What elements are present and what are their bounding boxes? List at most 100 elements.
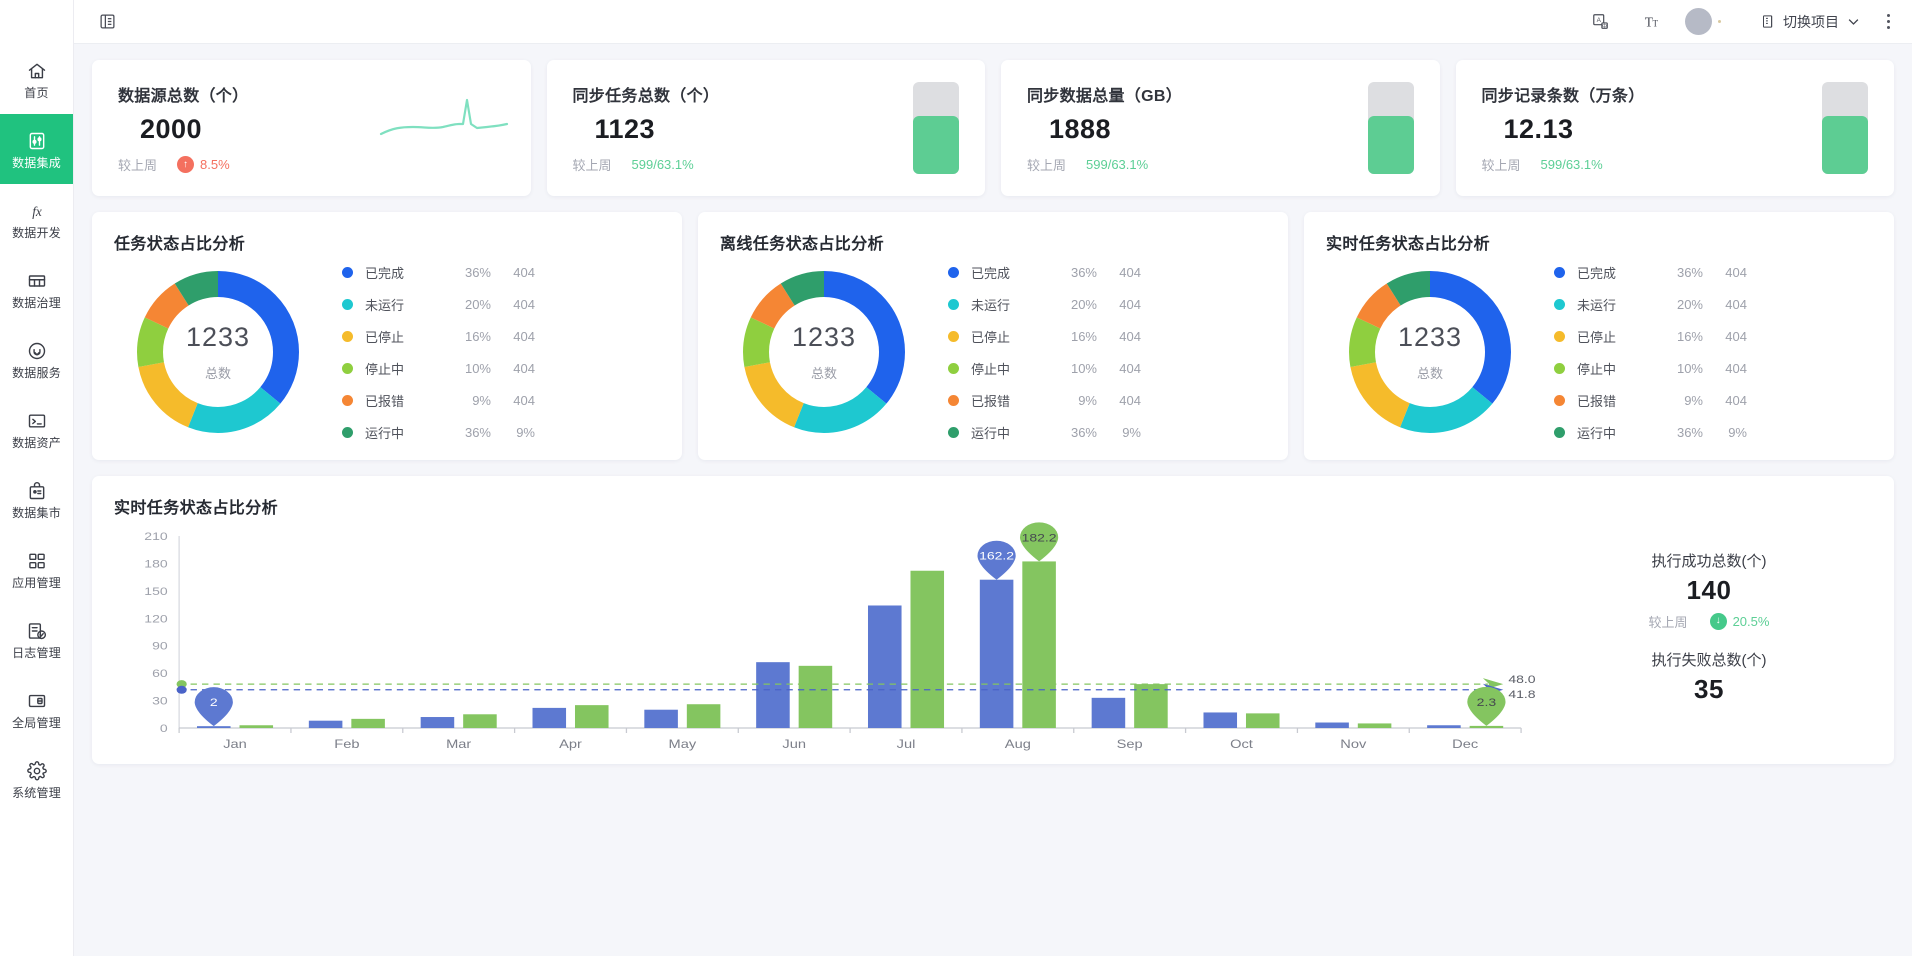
legend-percent: 9% bbox=[1684, 392, 1703, 408]
donut-legend: 已完成 36% 404 未运行 20% 404 已停止 16% 404 停止中 10% 404 已报错 9… bbox=[308, 256, 662, 448]
sidebar-item-7[interactable]: 应用管理 bbox=[0, 534, 73, 604]
language-translate-icon[interactable]: A 中 bbox=[1585, 7, 1615, 37]
legend-row[interactable]: 停止中 10% 404 bbox=[948, 352, 1264, 384]
legend-row[interactable]: 运行中 36% 9% bbox=[1554, 416, 1870, 448]
legend-color-dot bbox=[342, 362, 353, 374]
legend-count: 404 bbox=[1119, 360, 1141, 376]
sidebar-item-4[interactable]: 数据服务 bbox=[0, 324, 73, 394]
legend-percent: 10% bbox=[1676, 360, 1703, 376]
legend-row[interactable]: 已停止 16% 404 bbox=[1554, 320, 1870, 352]
bar-blue bbox=[308, 720, 343, 728]
bar-chart-card: 实时任务状态占比分析 0 30 60 90 120 150 180 210 Jan Feb Mar A… bbox=[92, 476, 1894, 764]
bar-blue bbox=[1427, 725, 1461, 728]
dashboard-content: 数据源总数（个） 2000 较上周 ↑ 8.5% 同步任务总数（个） 1123 较上周 599/… bbox=[74, 44, 1912, 956]
legend-count: 404 bbox=[1725, 296, 1747, 312]
legend-count: 404 bbox=[1119, 264, 1141, 280]
stat-delta: ↓ 20.5% bbox=[1709, 612, 1769, 630]
project-switcher[interactable]: 切换项目 bbox=[1761, 12, 1861, 32]
sidebar-item-label: 日志管理 bbox=[12, 645, 61, 660]
sidebar-item-8[interactable]: 日志管理 bbox=[0, 604, 73, 674]
legend-row[interactable]: 运行中 36% 9% bbox=[342, 416, 658, 448]
legend-color-dot bbox=[1554, 330, 1565, 342]
avatar[interactable] bbox=[1685, 8, 1712, 35]
bar-green bbox=[1022, 561, 1056, 728]
legend-row[interactable]: 停止中 10% 404 bbox=[342, 352, 658, 384]
legend-row[interactable]: 已报错 9% 404 bbox=[948, 384, 1264, 416]
bar-chart-title: 实时任务状态占比分析 bbox=[114, 500, 279, 517]
bar-green bbox=[574, 705, 609, 728]
legend-row[interactable]: 运行中 36% 9% bbox=[948, 416, 1264, 448]
sidebar-item-0[interactable]: 首页 bbox=[0, 44, 73, 114]
stat-title: 执行失败总数(个) bbox=[1651, 651, 1767, 669]
legend-row[interactable]: 未运行 20% 404 bbox=[342, 288, 658, 320]
svg-text:41.8: 41.8 bbox=[1508, 688, 1535, 700]
legend-count: 404 bbox=[1725, 264, 1747, 280]
donut-legend: 已完成 36% 404 未运行 20% 404 已停止 16% 404 停止中 10% 404 已报错 9… bbox=[1520, 256, 1874, 448]
sidebar-item-label: 系统管理 bbox=[12, 785, 61, 800]
svg-text:Oct: Oct bbox=[1230, 738, 1253, 751]
sidebar-item-5[interactable]: 数据资产 bbox=[0, 394, 73, 464]
legend-row[interactable]: 未运行 20% 404 bbox=[1554, 288, 1870, 320]
svg-text:Nov: Nov bbox=[1340, 738, 1366, 751]
svg-text:T: T bbox=[1644, 14, 1652, 29]
donut-card-row: 任务状态占比分析 1233 总数 已完成 36% 404 未运行 20% 404 已停止 16% 40… bbox=[92, 212, 1894, 460]
legend-label: 已完成 bbox=[365, 265, 405, 281]
bar-green bbox=[686, 704, 721, 728]
bar-green bbox=[1245, 713, 1280, 728]
legend-color-dot bbox=[948, 426, 959, 438]
legend-row[interactable]: 未运行 20% 404 bbox=[948, 288, 1264, 320]
gear-icon bbox=[26, 760, 48, 782]
svg-text:中: 中 bbox=[1602, 22, 1607, 29]
legend-row[interactable]: 已完成 36% 404 bbox=[1554, 256, 1870, 288]
sidebar-item-6[interactable]: 数据集市 bbox=[0, 464, 73, 534]
font-size-icon[interactable]: T T bbox=[1637, 7, 1667, 37]
legend-row[interactable]: 已完成 36% 404 bbox=[342, 256, 658, 288]
svg-text:Sep: Sep bbox=[1117, 738, 1143, 751]
donut-segment bbox=[1349, 271, 1511, 433]
donut-total-value: 1233 bbox=[1397, 322, 1463, 352]
legend-row[interactable]: 停止中 10% 404 bbox=[1554, 352, 1870, 384]
sidebar-item-10[interactable]: 系统管理 bbox=[0, 744, 73, 814]
kpi-title: 数据源总数（个） bbox=[118, 88, 249, 105]
svg-text:90: 90 bbox=[152, 640, 168, 652]
legend-count: 404 bbox=[1119, 392, 1141, 408]
legend-color-dot bbox=[948, 330, 959, 342]
legend-label: 运行中 bbox=[971, 425, 1011, 441]
svg-text:182.2: 182.2 bbox=[1022, 532, 1057, 544]
sidebar-item-9[interactable]: 全局管理 bbox=[0, 674, 73, 744]
stat-compare-label: 较上周 bbox=[1648, 614, 1688, 630]
legend-percent: 16% bbox=[464, 328, 491, 344]
project-switcher-label: 切换项目 bbox=[1783, 13, 1839, 30]
svg-text:May: May bbox=[669, 738, 697, 751]
sidebar-item-label: 数据服务 bbox=[12, 365, 61, 380]
legend-percent: 20% bbox=[1676, 296, 1703, 312]
kpi-title: 同步数据总量（GB） bbox=[1027, 88, 1183, 105]
legend-row[interactable]: 已完成 36% 404 bbox=[948, 256, 1264, 288]
kebab-more-icon[interactable] bbox=[1887, 14, 1890, 29]
legend-count: 404 bbox=[1725, 328, 1747, 344]
legend-count: 9% bbox=[516, 424, 535, 440]
legend-row[interactable]: 已报错 9% 404 bbox=[1554, 384, 1870, 416]
legend-row[interactable]: 已报错 9% 404 bbox=[342, 384, 658, 416]
sidebar-item-label: 首页 bbox=[24, 85, 49, 100]
legend-count: 9% bbox=[1728, 424, 1747, 440]
donut-segment bbox=[743, 271, 905, 433]
kpi-compare-label: 较上周 bbox=[1027, 158, 1067, 173]
legend-label: 运行中 bbox=[365, 425, 405, 441]
sidebar-item-3[interactable]: 数据治理 bbox=[0, 254, 73, 324]
menu-collapse-icon[interactable] bbox=[92, 7, 122, 37]
legend-label: 未运行 bbox=[365, 297, 405, 313]
donut-total-label: 总数 bbox=[810, 366, 837, 381]
svg-text:30: 30 bbox=[152, 695, 168, 707]
grid-table-icon bbox=[26, 270, 48, 292]
sidebar-item-1[interactable]: 数据集成 bbox=[0, 114, 73, 184]
sidebar-item-2[interactable]: fx 数据开发 bbox=[0, 184, 73, 254]
svg-text:162.2: 162.2 bbox=[979, 550, 1014, 562]
bar-green bbox=[351, 718, 385, 728]
legend-row[interactable]: 已停止 16% 404 bbox=[948, 320, 1264, 352]
svg-text:Mar: Mar bbox=[446, 738, 472, 751]
battery-gauge bbox=[913, 82, 959, 174]
svg-text:Jan: Jan bbox=[223, 738, 247, 751]
legend-percent: 20% bbox=[464, 296, 491, 312]
legend-row[interactable]: 已停止 16% 404 bbox=[342, 320, 658, 352]
